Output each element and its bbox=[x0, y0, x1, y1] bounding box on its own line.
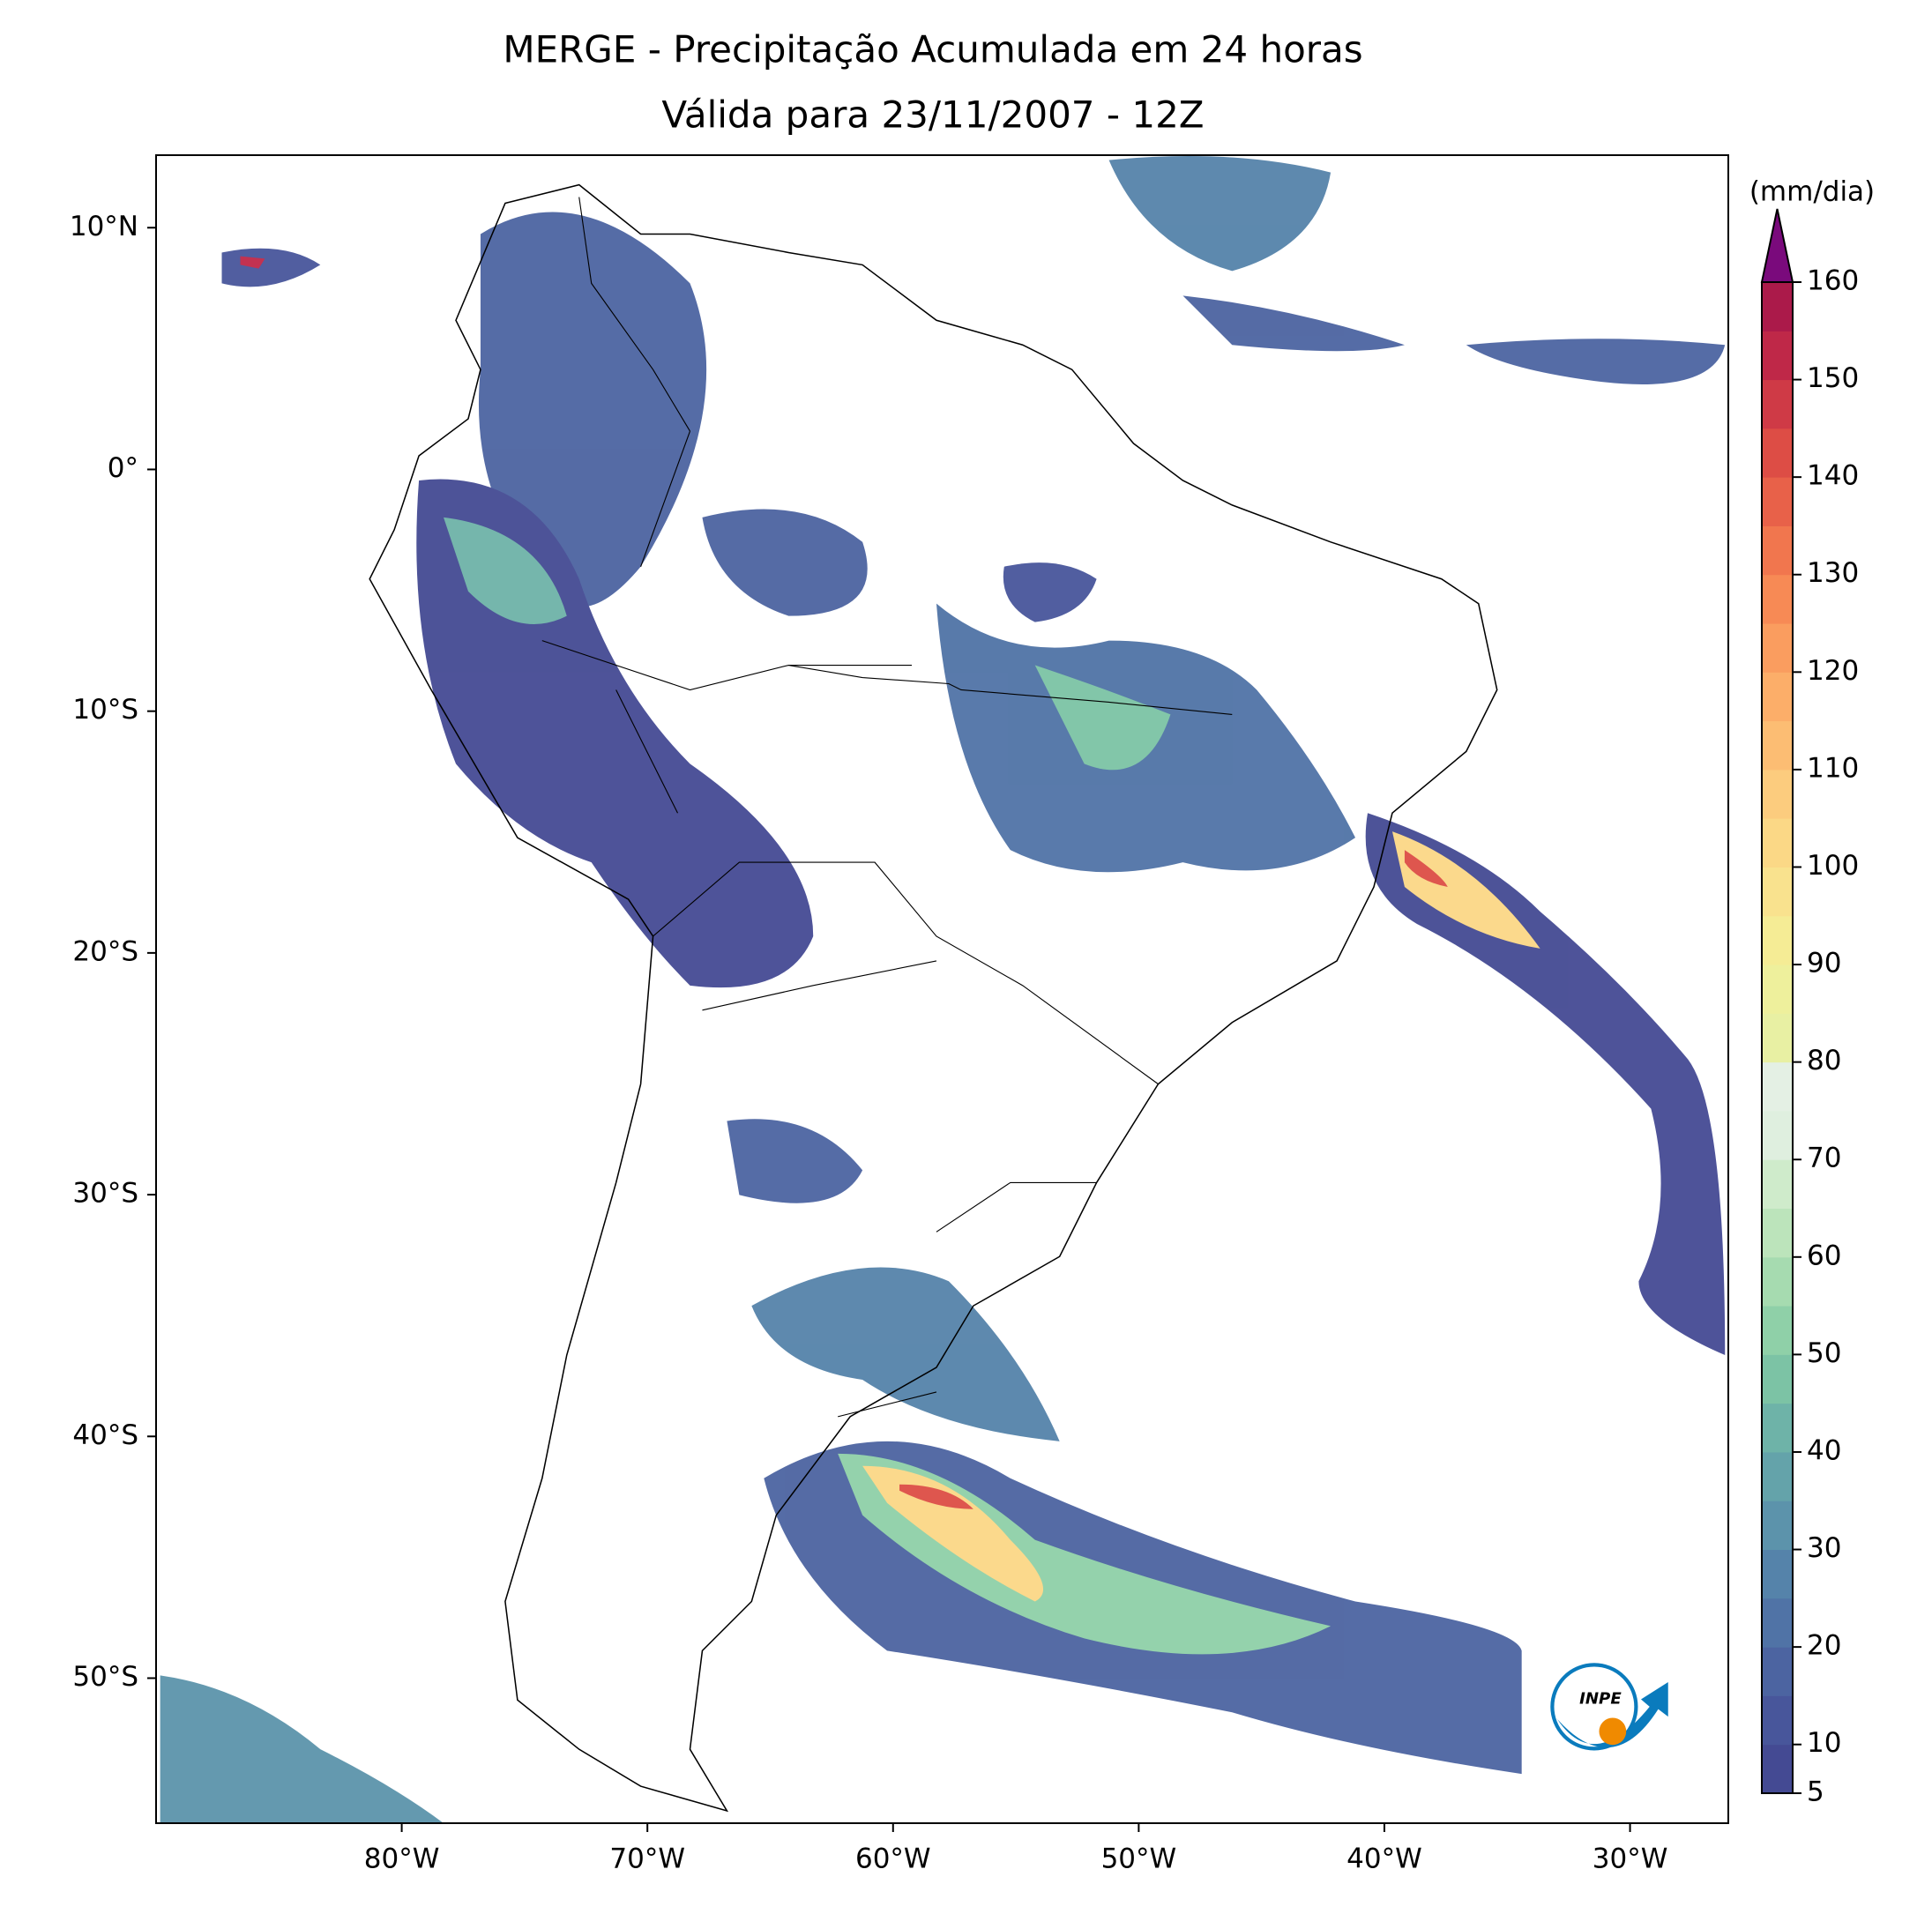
colorbar-extend bbox=[1760, 208, 1794, 283]
title: MERGE - Precipitação Acumulada em 24 hor… bbox=[503, 28, 1362, 71]
colorbar-band bbox=[1762, 867, 1793, 917]
colorbar-band bbox=[1762, 282, 1793, 331]
colorbar-band bbox=[1762, 964, 1793, 1014]
y-tick-label: 10°N bbox=[70, 211, 138, 242]
colorbar-band bbox=[1762, 1208, 1793, 1258]
colorbar-tick-label: 80 bbox=[1807, 1045, 1841, 1076]
colorbar-band bbox=[1762, 623, 1793, 673]
colorbar-tick-label: 140 bbox=[1807, 460, 1859, 492]
colorbar-band bbox=[1762, 915, 1793, 965]
x-tick-label: 50°W bbox=[1101, 1843, 1177, 1875]
x-tick-label: 70°W bbox=[609, 1843, 685, 1875]
y-tick-label: 50°S bbox=[72, 1661, 138, 1693]
colorbar-band bbox=[1762, 1306, 1793, 1355]
colorbar-band bbox=[1762, 331, 1793, 381]
colorbar-tick-label: 110 bbox=[1807, 752, 1859, 784]
colorbar-tick-label: 10 bbox=[1807, 1727, 1841, 1759]
colorbar-band bbox=[1762, 1549, 1793, 1599]
x-tick-label: 30°W bbox=[1593, 1843, 1668, 1875]
y-tick-label: 10°S bbox=[72, 694, 138, 726]
colorbar-tick-label: 20 bbox=[1807, 1630, 1841, 1662]
x-tick-label: 60°W bbox=[855, 1843, 931, 1875]
colorbar-tick-label: 160 bbox=[1807, 265, 1859, 297]
colorbar-tick-label: 90 bbox=[1807, 948, 1841, 979]
colorbar-band bbox=[1762, 769, 1793, 819]
colorbar-tick-label: 120 bbox=[1807, 655, 1859, 687]
x-tick-label: 40°W bbox=[1346, 1843, 1422, 1875]
colorbar-band bbox=[1762, 574, 1793, 624]
colorbar-band bbox=[1762, 1256, 1793, 1307]
coastline bbox=[369, 183, 1498, 1813]
precipitation-field bbox=[160, 155, 1726, 1823]
colorbar-band bbox=[1762, 1647, 1793, 1696]
colorbar-band bbox=[1762, 525, 1793, 576]
colorbar-band bbox=[1762, 1061, 1793, 1112]
colorbar-label: (mm/dia) bbox=[1749, 176, 1875, 208]
x-tick-label: 80°W bbox=[364, 1843, 440, 1875]
colorbar-tick-label: 100 bbox=[1807, 850, 1859, 882]
colorbar-tick-label: 60 bbox=[1807, 1240, 1841, 1271]
colorbar-band bbox=[1762, 1695, 1793, 1746]
colorbar-band bbox=[1762, 477, 1793, 526]
colorbar-tick-label: 5 bbox=[1807, 1776, 1824, 1808]
colorbar-band bbox=[1762, 1744, 1793, 1794]
colorbar-band bbox=[1762, 1110, 1793, 1160]
colorbar-band bbox=[1762, 672, 1793, 722]
colorbar-band bbox=[1762, 1451, 1793, 1501]
logo-text: INPE bbox=[1579, 1690, 1622, 1709]
y-tick-label: 20°S bbox=[72, 935, 138, 967]
colorbar-band bbox=[1762, 428, 1793, 478]
colorbar-band bbox=[1762, 1501, 1793, 1551]
country-border bbox=[541, 197, 1233, 1418]
y-tick-label: 40°S bbox=[72, 1419, 138, 1451]
map: INPE bbox=[160, 155, 1726, 1823]
colorbar-band bbox=[1762, 1013, 1793, 1063]
colorbar-tick-label: 70 bbox=[1807, 1143, 1841, 1174]
colorbar-tick-label: 150 bbox=[1807, 362, 1859, 394]
colorbar-band bbox=[1762, 1597, 1793, 1648]
colorbar-band bbox=[1762, 818, 1793, 868]
colorbar-tick-label: 50 bbox=[1807, 1337, 1841, 1369]
subtitle: Válida para 23/11/2007 - 12Z bbox=[661, 93, 1204, 137]
colorbar-band bbox=[1762, 720, 1793, 771]
colorbar-frame bbox=[1761, 281, 1794, 1794]
colorbar-tick-label: 130 bbox=[1807, 557, 1859, 589]
y-tick-label: 30°S bbox=[72, 1178, 138, 1210]
colorbar-tick-label: 30 bbox=[1807, 1532, 1841, 1564]
colorbar-band bbox=[1762, 1403, 1793, 1453]
colorbar-band bbox=[1762, 1354, 1793, 1404]
colorbar-tick-label: 40 bbox=[1807, 1434, 1841, 1466]
y-tick-label: 0° bbox=[108, 452, 138, 484]
logo: INPE bbox=[1550, 1663, 1668, 1751]
colorbar-band bbox=[1762, 379, 1793, 429]
colorbar-band bbox=[1762, 1159, 1793, 1210]
map-frame bbox=[155, 154, 1729, 1824]
